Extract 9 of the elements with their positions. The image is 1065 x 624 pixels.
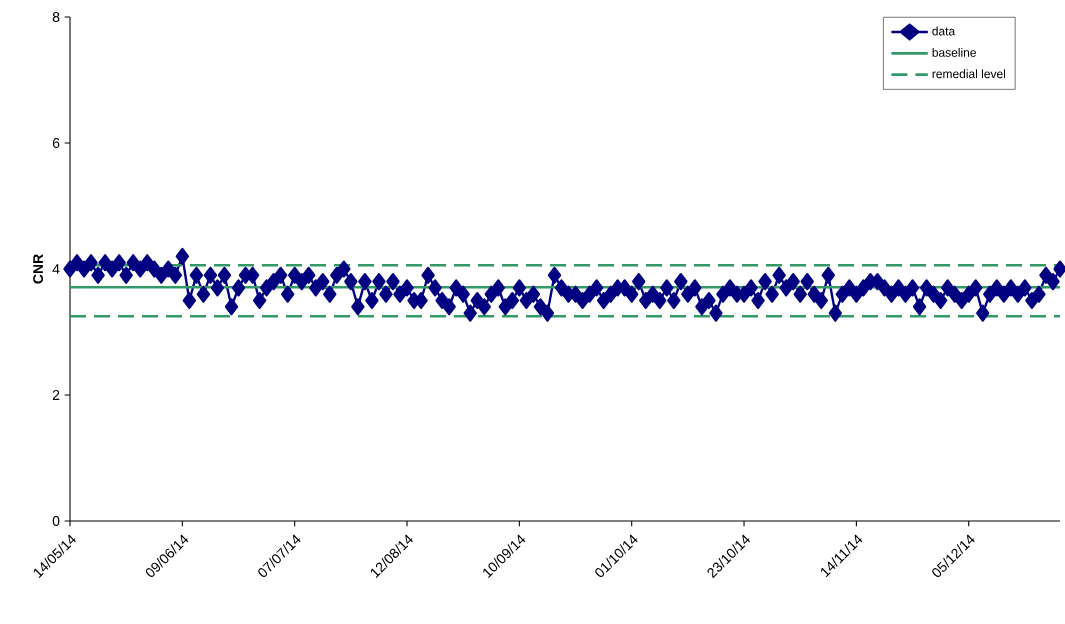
y-tick-label: 6 [52,138,60,148]
y-tick-label: 4 [52,264,60,274]
y-tick-label: 8 [52,12,60,22]
y-tick-label: 2 [52,390,60,400]
legend-label: remedial level [932,69,1006,79]
y-axis-title: CNR [33,254,44,284]
legend-label: data [932,26,956,36]
legend-label: baseline [932,47,976,57]
y-tick-label: 0 [52,516,60,526]
